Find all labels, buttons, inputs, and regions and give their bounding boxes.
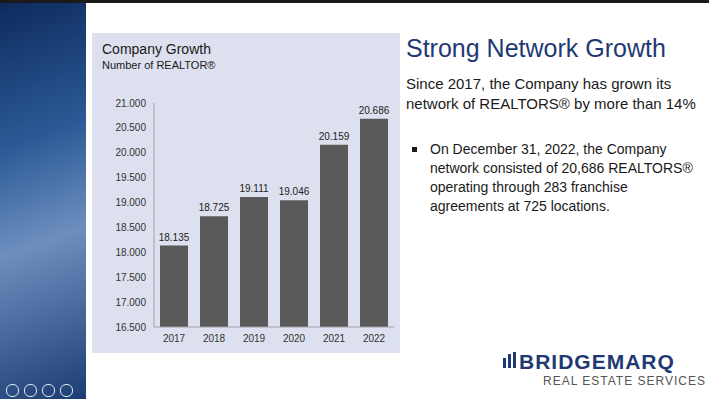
svg-text:21.000: 21.000 xyxy=(115,98,146,109)
svg-text:2022: 2022 xyxy=(363,333,386,344)
svg-text:20.000: 20.000 xyxy=(115,147,146,158)
svg-text:17.500: 17.500 xyxy=(115,272,146,283)
svg-text:2020: 2020 xyxy=(283,333,306,344)
svg-text:19.046: 19.046 xyxy=(279,186,310,197)
svg-text:17.000: 17.000 xyxy=(115,297,146,308)
html-text:Company Growth: Company Growth xyxy=(102,41,211,57)
html-text:Number of REALTOR®: Number of REALTOR® xyxy=(102,59,216,71)
svg-text:16.500: 16.500 xyxy=(115,322,146,333)
svg-text:19.000: 19.000 xyxy=(115,197,146,208)
html-text:Since 2017, the Company has gr: Since 2017, the Company has grown its ne… xyxy=(406,75,696,112)
svg-text:20.500: 20.500 xyxy=(115,122,146,133)
svg-text:18.000: 18.000 xyxy=(115,247,146,258)
svg-text:18.500: 18.500 xyxy=(115,222,146,233)
svg-text:19.111: 19.111 xyxy=(239,183,269,194)
svg-text:2019: 2019 xyxy=(243,333,266,344)
svg-text:2018: 2018 xyxy=(203,333,226,344)
svg-text:18.725: 18.725 xyxy=(199,202,230,213)
svg-text:20.159: 20.159 xyxy=(319,131,350,142)
svg-text:19.500: 19.500 xyxy=(115,172,146,183)
svg-text:2021: 2021 xyxy=(323,333,346,344)
svg-text:2017: 2017 xyxy=(163,333,186,344)
html-text:Strong Network Growth: Strong Network Growth xyxy=(406,34,666,62)
html-text:REAL ESTATE SERVICES: REAL ESTATE SERVICES xyxy=(543,374,706,388)
html-text:BRIDGEMARQ: BRIDGEMARQ xyxy=(519,350,675,373)
svg-text:20.686: 20.686 xyxy=(359,105,390,116)
html-text:On December 31, 2022, the Comp: On December 31, 2022, the Company networ… xyxy=(430,141,693,214)
svg-text:18.135: 18.135 xyxy=(159,232,190,243)
